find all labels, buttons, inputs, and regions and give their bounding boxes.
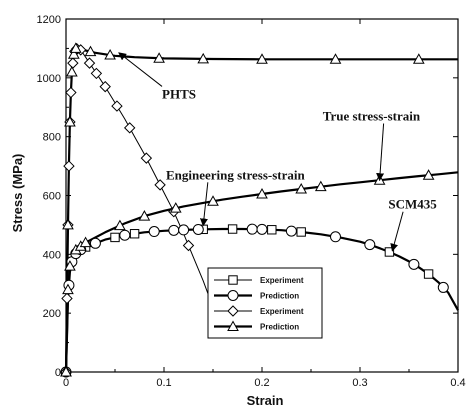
- annotations: PHTS True stress-strain Engineering stress…: [118, 52, 437, 252]
- series-4-point: [62, 283, 74, 295]
- y-tick-label: 600: [43, 191, 61, 203]
- series-4-point: [314, 180, 327, 192]
- series-1-point: [246, 223, 258, 235]
- series-2-point: [90, 67, 103, 80]
- series-0-point: [384, 247, 395, 257]
- series-1-point: [119, 229, 131, 241]
- series-0-point: [129, 229, 140, 239]
- series-2-point: [61, 292, 73, 305]
- series-2-point: [123, 122, 136, 134]
- series-4-point: [79, 236, 92, 248]
- legend-swatch-marker: [228, 275, 238, 285]
- series-1-point: [256, 223, 268, 235]
- series-4-point: [64, 260, 76, 271]
- y-tick-label: 400: [43, 249, 61, 261]
- series-3-point: [256, 53, 268, 64]
- series-3-point: [104, 49, 116, 60]
- series-3-point: [64, 115, 76, 127]
- series-2-point: [140, 152, 153, 164]
- legend-label: Prediction: [260, 323, 299, 332]
- series-2-point: [63, 160, 75, 172]
- series-0-point: [296, 227, 306, 237]
- series-2-point: [65, 86, 77, 99]
- series-0-point: [423, 269, 434, 279]
- series-1-point: [285, 225, 297, 237]
- annotation-label: PHTS: [162, 86, 196, 101]
- y-tick-label: 200: [43, 308, 61, 320]
- series-3-point: [66, 65, 78, 77]
- series-1-point: [408, 258, 420, 270]
- series-1-point: [437, 281, 449, 293]
- annotation-arrow: [118, 52, 163, 87]
- legend-label: Experiment: [260, 307, 304, 316]
- legend: Experiment Prediction Experiment Prediction: [207, 267, 323, 339]
- legend-swatch-marker: [227, 305, 239, 317]
- y-tick-label: 1000: [37, 73, 61, 85]
- series-3-point: [412, 53, 425, 64]
- series-2-point: [83, 57, 96, 69]
- x-tick-label: 0.1: [156, 377, 171, 389]
- annotation-arrow: [376, 123, 385, 182]
- series-0-point: [227, 224, 238, 234]
- series-1-point: [364, 239, 376, 251]
- y-axis-label: Stress (MPa): [10, 154, 25, 233]
- series-1-point: [168, 224, 180, 236]
- y-tick-label: 0: [55, 367, 61, 379]
- series-4-point: [60, 365, 72, 377]
- series-3-point: [329, 53, 342, 64]
- legend-label: Prediction: [260, 292, 299, 301]
- annotation-label: True stress-strain: [323, 108, 421, 123]
- y-tick-label: 800: [43, 132, 61, 144]
- series-0-point: [267, 225, 277, 235]
- series-3-point: [84, 45, 97, 57]
- x-axis-label: Strain: [247, 393, 284, 408]
- series-3-point: [67, 48, 80, 59]
- series-markers: [60, 42, 449, 378]
- annotation-label: Engineering stress-strain: [166, 167, 306, 182]
- y-tick-label: 1200: [37, 14, 61, 26]
- annotation-label: SCM435: [388, 197, 437, 212]
- series-3-point: [197, 52, 210, 64]
- annotation-arrow: [390, 211, 404, 252]
- series-4-point: [295, 182, 308, 194]
- x-tick-label: 0.2: [254, 377, 269, 389]
- x-tick-label: 0.4: [450, 377, 465, 389]
- series-1-point: [89, 237, 101, 249]
- legend-label: Experiment: [260, 276, 304, 285]
- series-3-point: [62, 218, 74, 230]
- series-2-point: [154, 179, 166, 191]
- series-3-point: [153, 52, 165, 63]
- series-2-point: [182, 239, 195, 252]
- series-2-point: [99, 80, 111, 93]
- series-4-point: [138, 210, 151, 221]
- series-0-point: [110, 232, 120, 243]
- x-tick-label: 0.3: [352, 377, 367, 389]
- series-4-point: [207, 195, 219, 206]
- series-1-point: [178, 224, 190, 236]
- series-4-point: [422, 169, 435, 180]
- legend-swatch-marker: [227, 320, 239, 331]
- series-2-point: [111, 100, 123, 112]
- annotation-arrow: [199, 182, 209, 227]
- series-1-point: [330, 231, 341, 243]
- series-3-point: [69, 42, 82, 53]
- series-1-point: [192, 223, 204, 235]
- series-4-point: [256, 187, 268, 199]
- series-4-point: [169, 202, 182, 213]
- series-2-point: [67, 57, 79, 69]
- series-1-point: [148, 226, 160, 238]
- series-4-point: [114, 219, 126, 231]
- x-tick-label: 0: [63, 377, 69, 389]
- legend-swatch-marker: [227, 290, 239, 301]
